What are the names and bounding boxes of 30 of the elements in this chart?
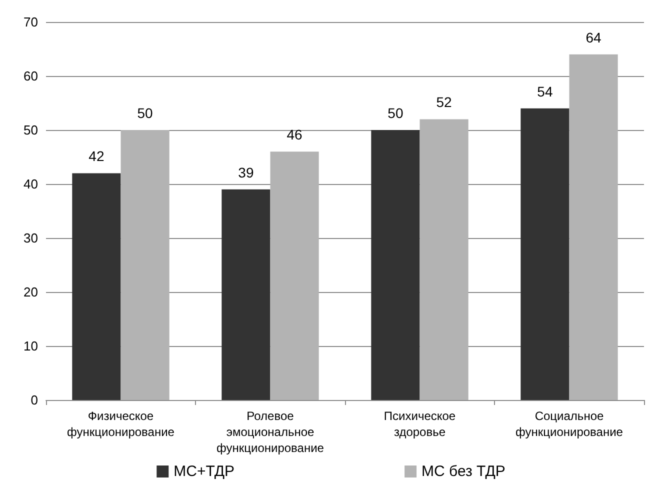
y-tick-label: 0: [30, 392, 38, 408]
data-label: 46: [286, 126, 303, 143]
bar: [120, 130, 170, 400]
legend-label: МС без ТДР: [422, 463, 506, 480]
data-label: 52: [436, 94, 452, 110]
y-tick-label: 20: [24, 284, 38, 300]
y-tick-label: 50: [24, 122, 38, 138]
x-tick-label: Психическое здоровье: [384, 409, 456, 439]
x-tick-label: Физическое функционирование: [67, 409, 175, 439]
y-tick-label: 40: [24, 176, 38, 192]
x-tick-label: Социальное функционирование: [516, 409, 624, 439]
legend-label: МС+ТДР: [174, 463, 235, 480]
y-tick-label: 60: [24, 68, 38, 84]
data-label: 50: [388, 105, 404, 121]
data-label: 64: [586, 29, 602, 46]
bar: [222, 189, 270, 400]
bar: [270, 152, 319, 400]
bar: [520, 108, 570, 400]
data-label: 54: [537, 83, 553, 100]
bar: [72, 173, 121, 400]
y-tick-label: 30: [24, 230, 38, 246]
bar: [420, 119, 468, 400]
data-label: 50: [137, 105, 154, 121]
data-label: 42: [88, 148, 104, 164]
bar: [569, 54, 618, 400]
data-label: 39: [238, 164, 254, 180]
y-tick-label: 70: [24, 14, 38, 30]
y-tick-label: 10: [24, 338, 38, 354]
x-tick-label: Ролевое эмоциональное функционирование: [216, 409, 324, 455]
bar: [371, 130, 420, 400]
